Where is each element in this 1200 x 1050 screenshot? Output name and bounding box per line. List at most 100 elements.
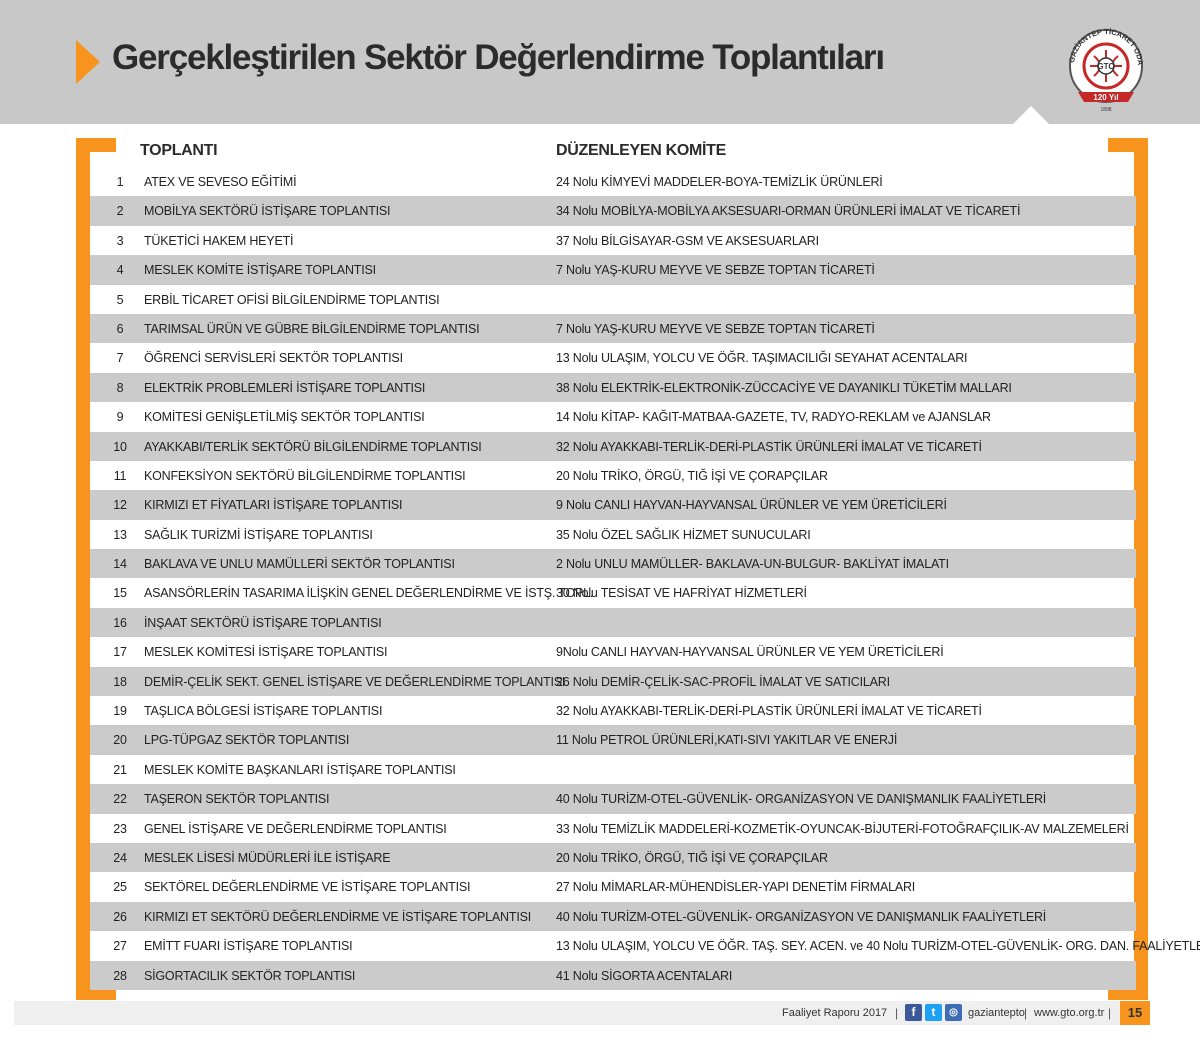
row-number: 18 (113, 674, 127, 689)
row-number: 27 (113, 939, 127, 954)
meetings-table: 1 ATEX VE SEVESO EĞİTİMİ 24 Nolu KİMYEVİ M… (90, 167, 1200, 990)
meeting-cell: ERBİL TİCARET OFİSİ BİLGİLENDİRME TOPLAN… (144, 292, 440, 307)
table-row: 17 MESLEK KOMİTESİ İSTİŞARE TOPLANTISI 9No… (90, 637, 1136, 666)
row-number: 15 (113, 586, 127, 601)
row-number: 4 (116, 263, 124, 278)
committee-cell: 24 Nolu KİMYEVİ MADDELER-BOYA-TEMİZLİK Ü… (556, 175, 883, 189)
table-row: 11 KONFEKSİYON SEKTÖRÜ BİLGİLENDİRME TOPL… (90, 461, 1136, 490)
meeting-cell: İNŞAAT SEKTÖRÜ İSTİŞARE TOPLANTISI (144, 615, 382, 630)
table-row: 16 İNŞAAT SEKTÖRÜ İSTİŞARE TOPLANTISI (90, 607, 1136, 638)
row-number: 23 (113, 821, 127, 836)
committee-cell: 33 Nolu TEMİZLİK MADDELERİ-KOZMETİK-OYUN… (556, 821, 1129, 836)
logo-center-text: GTO (1097, 62, 1114, 71)
committee-cell: 7 Nolu YAŞ-KURU MEYVE VE SEBZE TOPTAN Tİ… (556, 263, 875, 278)
meeting-cell: KIRMIZI ET SEKTÖRÜ DEĞERLENDİRME VE İSTİ… (144, 909, 531, 924)
table-row: 27 EMİTT FUARI İSTİŞARE TOPLANTISI 13 Nolu… (90, 931, 1200, 960)
title-arrow-icon (76, 40, 100, 84)
meeting-cell: ÖĞRENCİ SERVİSLERİ SEKTÖR TOPLANTISI (144, 351, 403, 366)
row-number: 6 (116, 321, 124, 336)
table-row: 6 TARIMSAL ÜRÜN VE GÜBRE BİLGİLENDİRME TO… (90, 313, 1136, 344)
table-row: 13 SAĞLIK TURİZMİ İSTİŞARE TOPLANTISI 35 N… (90, 520, 1136, 549)
row-number: 5 (116, 292, 124, 307)
meeting-cell: SEKTÖREL DEĞERLENDİRME VE İSTİŞARE TOPLA… (144, 880, 471, 895)
committee-cell: 13 Nolu ULAŞIM, YOLCU VE ÖĞR. TAŞIMACILI… (556, 351, 968, 366)
table-row: 4 MESLEK KOMİTE İSTİŞARE TOPLANTISI 7 Nolu… (90, 255, 1136, 285)
committee-cell: 40 Nolu TURİZM-OTEL-GÜVENLİK- ORGANİZASY… (556, 909, 1047, 924)
facebook-icon[interactable]: f (905, 1004, 922, 1021)
committee-cell: 27 Nolu MİMARLAR-MÜHENDİSLER-YAPI DENETİ… (556, 880, 916, 895)
table-row: 23 GENEL İSTİŞARE VE DEĞERLENDİRME TOPLAN… (90, 814, 1136, 843)
committee-cell: 40 Nolu TURİZM-OTEL-GÜVENLİK- ORGANİZASY… (556, 792, 1047, 807)
meeting-cell: MESLEK KOMİTE İSTİŞARE TOPLANTISI (144, 263, 376, 278)
meeting-cell: MOBİLYA SEKTÖRÜ İSTİŞARE TOPLANTISI (144, 204, 391, 219)
table-row: 7 ÖĞRENCİ SERVİSLERİ SEKTÖR TOPLANTISI 13 … (90, 343, 1136, 372)
column-header-meeting: TOPLANTI (140, 142, 218, 159)
row-number: 3 (116, 233, 124, 248)
table-row: 8 ELEKTRİK PROBLEMLERİ İSTİŞARE TOPLANTIS… (90, 372, 1136, 403)
footer-website-link[interactable]: www.gto.org.tr (1034, 1007, 1105, 1019)
committee-cell: 35 Nolu ÖZEL SAĞLIK HİZMET SUNUCULARI (556, 527, 811, 542)
twitter-icon[interactable]: t (925, 1004, 942, 1021)
page-title: Gerçekleştirilen Sektör Değerlendirme To… (112, 38, 885, 77)
committee-cell: 26 Nolu DEMİR-ÇELİK-SAC-PROFİL İMALAT VE… (556, 674, 890, 689)
meeting-cell: TARIMSAL ÜRÜN VE GÜBRE BİLGİLENDİRME TOP… (144, 321, 480, 336)
table-row: 24 MESLEK LİSESİ MÜDÜRLERİ İLE İSTİŞARE 20… (90, 842, 1136, 873)
table-row: 25 SEKTÖREL DEĞERLENDİRME VE İSTİŞARE TOP… (90, 872, 1136, 901)
row-number: 11 (113, 468, 127, 483)
meeting-cell: DEMİR-ÇELİK SEKT. GENEL İSTİŞARE VE DEĞE… (144, 674, 566, 689)
row-number: 9 (116, 410, 124, 425)
meeting-cell: SAĞLIK TURİZMİ İSTİŞARE TOPLANTISI (144, 527, 373, 542)
committee-cell: 14 Nolu KİTAP- KAĞIT-MATBAA-GAZETE, TV, … (556, 410, 991, 425)
instagram-icon[interactable]: ◎ (945, 1004, 962, 1021)
row-number: 21 (113, 762, 127, 777)
row-number: 24 (113, 850, 127, 865)
meeting-cell: MESLEK KOMİTESİ İSTİŞARE TOPLANTISI (144, 645, 388, 660)
meeting-cell: KONFEKSİYON SEKTÖRÜ BİLGİLENDİRME TOPLAN… (144, 468, 466, 483)
footer-separator: | (1024, 1006, 1028, 1020)
committee-cell: 34 Nolu MOBİLYA-MOBİLYA AKSESUARI-ORMAN … (556, 204, 1021, 219)
table-row: 22 TAŞERON SEKTÖR TOPLANTISI 40 Nolu TURİZ… (90, 784, 1136, 814)
header-notch (1012, 106, 1050, 125)
row-number: 20 (113, 733, 127, 748)
table-row: 1 ATEX VE SEVESO EĞİTİMİ 24 Nolu KİMYEVİ M… (90, 167, 1136, 196)
row-number: 12 (113, 498, 127, 513)
meeting-cell: KIRMIZI ET FİYATLARI İSTİŞARE TOPLANTISI (144, 498, 403, 513)
committee-cell: 41 Nolu SİGORTA ACENTALARI (556, 968, 733, 983)
committee-cell: 30 Nolu TESİSAT VE HAFRİYAT HİZMETLERİ (556, 586, 807, 601)
meeting-cell: AYAKKABI/TERLİK SEKTÖRÜ BİLGİLENDİRME TO… (144, 439, 482, 454)
table-row: 28 SİGORTACILIK SEKTÖR TOPLANTISI 41 Nolu … (90, 960, 1136, 990)
committee-cell: 9 Nolu CANLI HAYVAN-HAYVANSAL ÜRÜNLER VE… (556, 498, 947, 513)
table-row: 14 BAKLAVA VE UNLU MAMÜLLERİ SEKTÖR TOPLA… (90, 549, 1136, 579)
row-number: 8 (116, 380, 124, 395)
meeting-cell: KOMİTESİ GENİŞLETİLMİŞ SEKTÖR TOPLANTISI (144, 410, 425, 425)
meeting-cell: SİGORTACILIK SEKTÖR TOPLANTISI (144, 968, 356, 983)
table-row: 15 ASANSÖRLERİN TASARIMA İLİŞKİN GENEL DE… (90, 578, 1136, 607)
row-number: 25 (113, 880, 127, 895)
meeting-cell: EMİTT FUARI İSTİŞARE TOPLANTISI (144, 939, 353, 954)
committee-cell: 2 Nolu UNLU MAMÜLLER- BAKLAVA-UN-BULGUR-… (556, 557, 949, 572)
row-number: 16 (113, 615, 127, 630)
committee-cell: 11 Nolu PETROL ÜRÜNLERİ,KATI-SIVI YAKITL… (556, 733, 898, 748)
meeting-cell: BAKLAVA VE UNLU MAMÜLLERİ SEKTÖR TOPLANT… (144, 557, 455, 572)
table-row: 2 MOBİLYA SEKTÖRÜ İSTİŞARE TOPLANTISI 34 N… (90, 196, 1136, 226)
right-bracket (1108, 138, 1148, 1000)
committee-cell: 37 Nolu BİLGİSAYAR-GSM VE AKSESUARLARI (556, 233, 819, 248)
committee-cell: 32 Nolu AYAKKABI-TERLİK-DERİ-PLASTİK ÜRÜ… (556, 439, 982, 454)
row-number: 17 (113, 645, 127, 660)
row-number: 1 (116, 175, 124, 189)
committee-cell: 20 Nolu TRİKO, ÖRGÜ, TIĞ İŞİ VE ÇORAPÇIL… (556, 850, 828, 865)
table-row: 26 KIRMIZI ET SEKTÖRÜ DEĞERLENDİRME VE İS… (90, 901, 1136, 932)
meeting-cell: TÜKETİCİ HAKEM HEYETİ (144, 233, 294, 248)
table-row: 21 MESLEK KOMİTE BAŞKANLARI İSTİŞARE TOPL… (90, 755, 1136, 784)
committee-cell: 20 Nolu TRİKO, ÖRGÜ, TIĞ İŞİ VE ÇORAPÇIL… (556, 468, 828, 483)
logo-year-text: 1898 (1100, 107, 1111, 113)
footer-separator: | (895, 1006, 899, 1020)
footer-social-handle[interactable]: gaziantepto (968, 1007, 1025, 1019)
meeting-cell: LPG-TÜPGAZ SEKTÖR TOPLANTISI (144, 733, 350, 748)
row-number: 10 (113, 439, 127, 454)
committee-cell: 13 Nolu ULAŞIM, YOLCU VE ÖĞR. TAŞ. SEY. … (556, 939, 1200, 954)
footer-report-title: Faaliyet Raporu 2017 (782, 1007, 888, 1019)
left-bracket (76, 138, 116, 1000)
meeting-cell: MESLEK KOMİTE BAŞKANLARI İSTİŞARE TOPLAN… (144, 762, 456, 777)
committee-cell: 32 Nolu AYAKKABI-TERLİK-DERİ-PLASTİK ÜRÜ… (556, 704, 982, 719)
